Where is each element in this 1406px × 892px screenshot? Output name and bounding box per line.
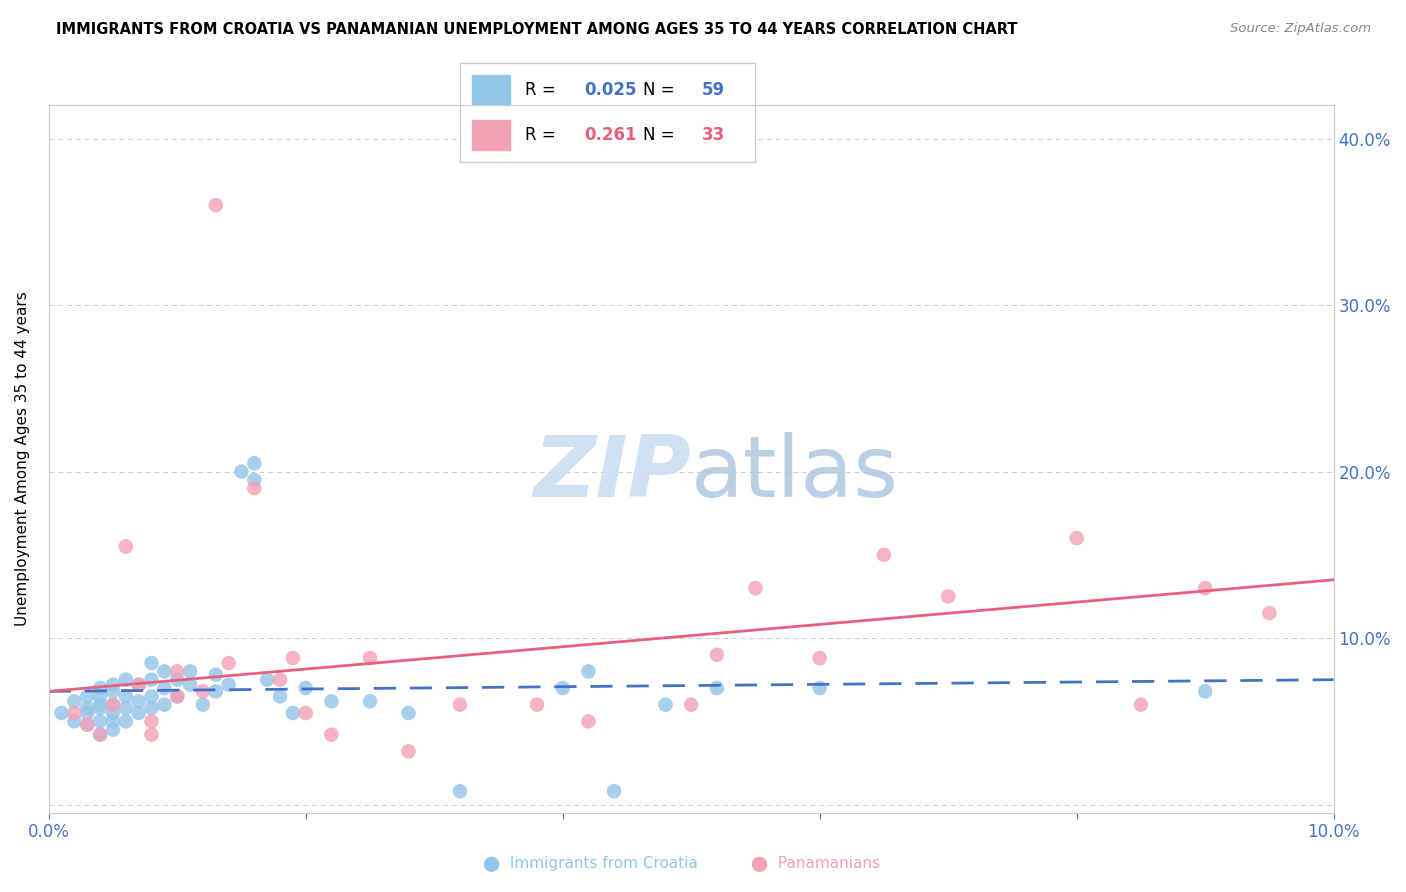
Point [936, 590, 959, 604]
Point [128, 678, 150, 692]
Point [76, 717, 98, 731]
Point [269, 673, 291, 687]
Point [243, 473, 266, 487]
Point [63, 714, 86, 729]
Point [218, 656, 240, 670]
Point [243, 481, 266, 495]
Point [115, 714, 138, 729]
Point [115, 701, 138, 715]
Point [808, 651, 831, 665]
Point [89, 714, 111, 729]
Point [294, 706, 316, 720]
Point [101, 684, 124, 698]
Point [204, 198, 226, 212]
Point [398, 744, 420, 758]
Point [603, 784, 626, 798]
Text: ZIP: ZIP [533, 432, 692, 515]
Point [166, 673, 188, 687]
Point [179, 678, 201, 692]
Point [141, 690, 163, 704]
Point [398, 706, 420, 720]
Point [321, 728, 343, 742]
Text: IMMIGRANTS FROM CROATIA VS PANAMANIAN UNEMPLOYMENT AMONG AGES 35 TO 44 YEARS COR: IMMIGRANTS FROM CROATIA VS PANAMANIAN UN… [56, 22, 1018, 37]
Text: atlas: atlas [692, 432, 900, 515]
Point [179, 665, 201, 679]
Point [101, 714, 124, 729]
Point [141, 714, 163, 729]
Point [526, 698, 548, 712]
Point [76, 690, 98, 704]
Point [1194, 581, 1216, 595]
Point [243, 456, 266, 470]
Point [101, 678, 124, 692]
Point [89, 698, 111, 712]
Text: Source: ZipAtlas.com: Source: ZipAtlas.com [1230, 22, 1371, 36]
Point [191, 698, 214, 712]
Point [706, 648, 728, 662]
Point [115, 690, 138, 704]
Point [576, 665, 599, 679]
Point [128, 678, 150, 692]
Point [1066, 531, 1088, 545]
Point [89, 728, 111, 742]
Point [115, 673, 138, 687]
Point [76, 701, 98, 715]
Point [166, 665, 188, 679]
Point [153, 698, 176, 712]
Y-axis label: Unemployment Among Ages 35 to 44 years: Unemployment Among Ages 35 to 44 years [15, 292, 30, 626]
Point [63, 694, 86, 708]
Point [153, 681, 176, 695]
Point [89, 681, 111, 695]
Point [204, 684, 226, 698]
Text: ⬤  Panamanians: ⬤ Panamanians [751, 856, 880, 872]
Point [321, 694, 343, 708]
Point [101, 698, 124, 712]
Point [359, 651, 381, 665]
Point [269, 690, 291, 704]
Point [51, 706, 73, 720]
Point [141, 656, 163, 670]
Point [744, 581, 766, 595]
Point [1194, 684, 1216, 698]
Point [153, 665, 176, 679]
Point [128, 694, 150, 708]
Point [89, 690, 111, 704]
Point [706, 681, 728, 695]
Point [654, 698, 676, 712]
Point [101, 723, 124, 737]
Point [166, 690, 188, 704]
Point [89, 728, 111, 742]
Point [808, 681, 831, 695]
Point [873, 548, 896, 562]
Point [359, 694, 381, 708]
Point [76, 706, 98, 720]
Point [89, 701, 111, 715]
Point [294, 681, 316, 695]
Point [101, 706, 124, 720]
Point [141, 673, 163, 687]
Point [449, 698, 471, 712]
Point [551, 681, 574, 695]
Point [681, 698, 703, 712]
Point [63, 706, 86, 720]
Point [166, 690, 188, 704]
Point [141, 701, 163, 715]
Point [281, 651, 304, 665]
Point [128, 706, 150, 720]
Point [115, 540, 138, 554]
Point [1258, 606, 1281, 620]
Point [576, 714, 599, 729]
Point [141, 728, 163, 742]
Point [204, 667, 226, 681]
Point [449, 784, 471, 798]
Point [256, 673, 278, 687]
Point [231, 465, 253, 479]
Point [1129, 698, 1152, 712]
Point [218, 678, 240, 692]
Point [191, 684, 214, 698]
Point [76, 717, 98, 731]
Point [101, 698, 124, 712]
Point [281, 706, 304, 720]
Text: ⬤  Immigrants from Croatia: ⬤ Immigrants from Croatia [484, 856, 697, 872]
